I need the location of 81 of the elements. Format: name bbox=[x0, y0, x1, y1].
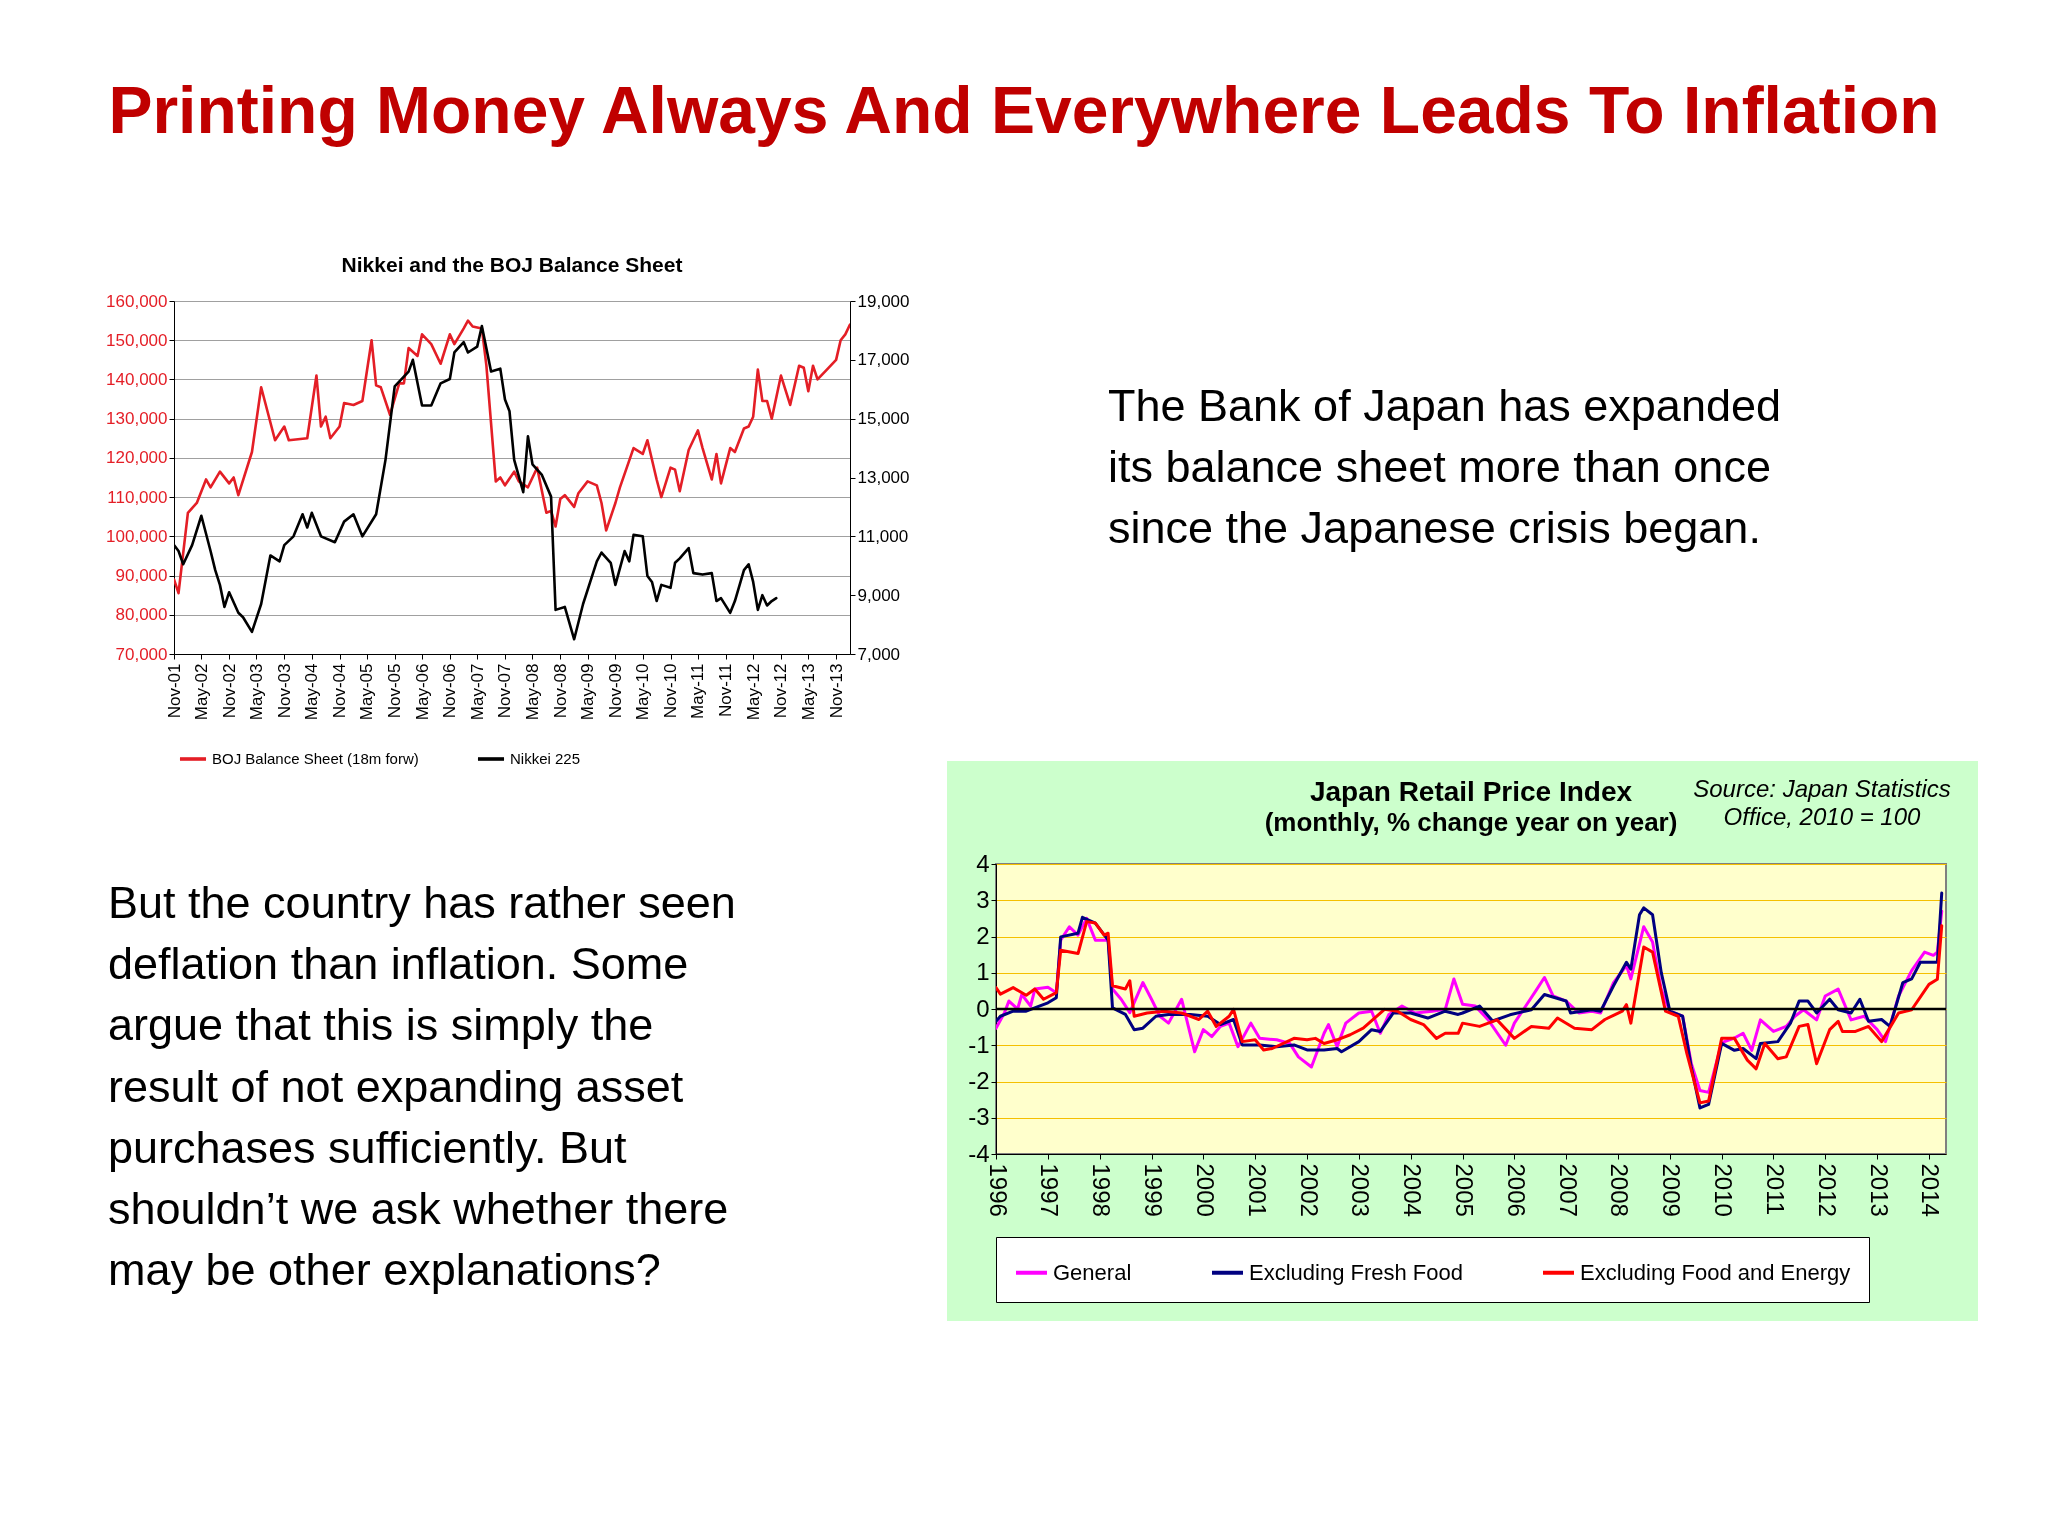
y-tick-label: -2 bbox=[968, 1067, 990, 1094]
y2-tick-label: 15,000 bbox=[857, 409, 910, 429]
x-tick-label: May-08 bbox=[522, 663, 542, 721]
x-tick-label: May-07 bbox=[467, 663, 487, 721]
x-tick-label: May-10 bbox=[633, 663, 653, 721]
x-tick-label: 2002 bbox=[1295, 1163, 1323, 1217]
x-tick-label: Nov-11 bbox=[716, 663, 736, 718]
legend-label: Excluding Food and Energy bbox=[1580, 1259, 1851, 1285]
y-tick-label: 3 bbox=[976, 885, 990, 913]
y-tick-label: -3 bbox=[968, 1103, 990, 1131]
x-tick-label: May-03 bbox=[246, 663, 266, 721]
y2-tick-label: 19,000 bbox=[857, 291, 910, 311]
y2-tick-label: 17,000 bbox=[857, 350, 910, 370]
x-tick-label: May-09 bbox=[578, 663, 598, 721]
chart-subtitle: (monthly, % change year on year) bbox=[1264, 807, 1678, 837]
x-tick-label: 1998 bbox=[1088, 1163, 1116, 1217]
y-tick-label: 150,000 bbox=[106, 330, 168, 350]
x-tick-label: May-13 bbox=[798, 663, 818, 721]
x-tick-label: 2009 bbox=[1658, 1163, 1686, 1217]
chart-title: Nikkei and the BOJ Balance Sheet bbox=[341, 253, 683, 276]
y-tick-label: 100,000 bbox=[106, 526, 168, 546]
y2-tick-label: 11,000 bbox=[857, 526, 909, 546]
x-tick-label: May-05 bbox=[357, 663, 377, 721]
chart-title: Japan Retail Price Index bbox=[1309, 776, 1633, 807]
x-tick-label: 2005 bbox=[1451, 1163, 1479, 1217]
x-tick-label: May-11 bbox=[688, 663, 708, 719]
x-tick-label: May-04 bbox=[302, 663, 322, 721]
y-tick-label: 130,000 bbox=[106, 409, 168, 429]
x-tick-label: May-02 bbox=[191, 663, 211, 721]
y2-tick-label: 7,000 bbox=[857, 644, 901, 664]
y-tick-label: 160,000 bbox=[106, 291, 168, 311]
text: The Bank of Japan has expanded its balance sheet more than once since the Japanese crisis began. bbox=[1108, 379, 1782, 556]
y2-tick-label: 13,000 bbox=[857, 468, 910, 487]
x-tick-label: 2006 bbox=[1502, 1163, 1530, 1217]
x-tick-label: 2007 bbox=[1554, 1163, 1582, 1217]
x-tick-label: 2012 bbox=[1813, 1163, 1841, 1217]
y-tick-label: 2 bbox=[976, 922, 990, 949]
legend-label: BOJ Balance Sheet (18m forw) bbox=[212, 750, 419, 767]
source-note: Source: Japan Statistics Office, 2010 = 100 bbox=[1693, 775, 1951, 830]
x-tick-label: Nov-02 bbox=[219, 663, 239, 719]
y-tick-label: 80,000 bbox=[115, 605, 168, 625]
y-tick-label: -1 bbox=[968, 1030, 990, 1058]
legend-label: Excluding Fresh Food bbox=[1249, 1259, 1463, 1285]
x-tick-label: Nov-08 bbox=[550, 663, 570, 719]
legend-label: Nikkei 225 bbox=[510, 750, 581, 767]
x-tick-label: Nov-04 bbox=[330, 663, 350, 719]
x-tick-label: 2014 bbox=[1917, 1163, 1945, 1217]
x-tick-label: Nov-07 bbox=[495, 663, 515, 719]
x-tick-label: 1999 bbox=[1140, 1163, 1168, 1217]
x-tick-label: 2011 bbox=[1761, 1163, 1789, 1216]
y-tick-label: 120,000 bbox=[106, 448, 168, 468]
x-tick-label: Nov-01 bbox=[164, 663, 184, 719]
x-tick-label: 1997 bbox=[1036, 1163, 1064, 1217]
x-tick-label: Nov-06 bbox=[440, 663, 460, 719]
x-tick-label: 2010 bbox=[1710, 1163, 1738, 1217]
y-tick-label: 110,000 bbox=[107, 487, 168, 507]
x-tick-label: Nov-05 bbox=[385, 663, 405, 719]
text: But the country has rather seen deflation than inflation. Some argue that this is simply the result of not expanding asset purchases sufficiently. But shouldn’t we ask whether there may be other explanations? bbox=[108, 876, 737, 1298]
y-tick-label: 70,000 bbox=[115, 644, 168, 664]
x-tick-label: May-06 bbox=[412, 663, 432, 721]
y-tick-label: 4 bbox=[976, 849, 990, 877]
x-tick-label: Nov-13 bbox=[826, 663, 846, 719]
x-tick-label: 2000 bbox=[1191, 1163, 1219, 1217]
text: Printing Money Always And Everywhere Leads To Inflation bbox=[107, 72, 1941, 148]
line-series bbox=[174, 319, 850, 595]
legend-label: General bbox=[1053, 1259, 1132, 1285]
x-tick-label: Nov-12 bbox=[771, 663, 791, 719]
x-tick-label: Nov-10 bbox=[661, 663, 681, 719]
x-tick-label: 2001 bbox=[1243, 1163, 1271, 1217]
y-tick-label: 90,000 bbox=[115, 566, 168, 586]
y-tick-label: 140,000 bbox=[106, 369, 168, 389]
x-tick-label: 2013 bbox=[1865, 1163, 1893, 1217]
x-tick-label: May-12 bbox=[743, 663, 763, 721]
x-tick-label: 2003 bbox=[1347, 1163, 1375, 1217]
y-tick-label: 0 bbox=[976, 994, 990, 1022]
y2-tick-label: 9,000 bbox=[857, 585, 901, 605]
x-tick-label: 2004 bbox=[1399, 1163, 1427, 1217]
x-tick-label: 2008 bbox=[1606, 1163, 1634, 1217]
x-tick-label: Nov-03 bbox=[274, 663, 294, 719]
y-tick-label: 1 bbox=[976, 958, 990, 986]
x-tick-label: Nov-09 bbox=[605, 663, 625, 719]
